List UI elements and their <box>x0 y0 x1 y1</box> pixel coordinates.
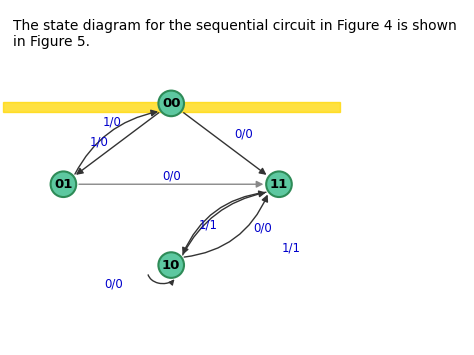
Text: 1/1: 1/1 <box>199 218 218 231</box>
Text: 01: 01 <box>54 178 73 191</box>
Text: 1/0: 1/0 <box>89 136 108 149</box>
Circle shape <box>266 171 292 197</box>
Text: 0/0: 0/0 <box>162 169 181 182</box>
Circle shape <box>51 171 76 197</box>
Text: 10: 10 <box>162 258 181 272</box>
Bar <box>3 102 340 112</box>
Text: 1/1: 1/1 <box>281 242 301 255</box>
Text: 11: 11 <box>270 178 288 191</box>
Text: 1/0: 1/0 <box>103 115 122 129</box>
Circle shape <box>158 252 184 278</box>
Text: 0/0: 0/0 <box>234 127 253 140</box>
Circle shape <box>158 91 184 116</box>
Text: 0/0: 0/0 <box>253 222 272 235</box>
Text: 0/0: 0/0 <box>105 277 123 290</box>
Text: The state diagram for the sequential circuit in Figure 4 is shown
in Figure 5.: The state diagram for the sequential cir… <box>13 19 456 49</box>
Text: 00: 00 <box>162 97 181 110</box>
